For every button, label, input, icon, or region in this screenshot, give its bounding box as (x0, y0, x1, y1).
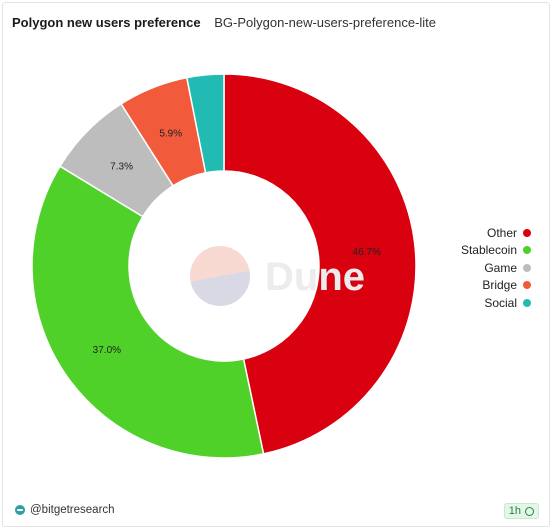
legend-item-stablecoin[interactable]: Stablecoin (461, 242, 531, 260)
chart-header: Polygon new users preference BG-Polygon-… (12, 15, 436, 30)
author-link[interactable]: @bitgetresearch (15, 504, 115, 516)
dune-watermark-text: Dune (265, 255, 365, 299)
author-avatar-icon (15, 505, 25, 515)
legend-label: Bridge (482, 278, 517, 293)
author-name: @bitgetresearch (30, 504, 115, 516)
slice-label-other: 46.7% (353, 247, 381, 258)
legend-item-bridge[interactable]: Bridge (461, 277, 531, 295)
legend-label: Game (484, 260, 517, 275)
legend-dot (523, 281, 531, 290)
slice-label-game: 7.3% (110, 161, 133, 172)
query-name[interactable]: BG-Polygon-new-users-preference-lite (214, 15, 437, 30)
chart-legend: Other Stablecoin Game Bridge Social (461, 224, 531, 312)
legend-dot (523, 263, 531, 272)
chart-card: Polygon new users preference BG-Polygon-… (2, 2, 550, 527)
donut-slice-social[interactable] (185, 73, 225, 174)
legend-label: Other (486, 225, 517, 240)
legend-label: Social (484, 295, 517, 310)
clock-icon (525, 506, 534, 516)
legend-dot (523, 246, 531, 255)
legend-dot (523, 298, 531, 307)
slice-label-stablecoin: 37.0% (93, 345, 121, 356)
donut-slice-other[interactable] (223, 73, 417, 455)
legend-item-other[interactable]: Other (461, 224, 531, 242)
donut-slice-stablecoin[interactable] (31, 165, 265, 459)
legend-label: Stablecoin (460, 243, 517, 258)
slice-label-bridge: 5.9% (159, 129, 182, 140)
dune-logo-top (190, 246, 250, 282)
donut-chart: Dune 46.7% 37.0% 7.3% 5.9% (31, 73, 417, 459)
chart-title[interactable]: Polygon new users preference (12, 15, 201, 30)
refresh-interval: 1h (508, 505, 521, 517)
legend-dot (523, 228, 531, 237)
legend-item-game[interactable]: Game (461, 259, 531, 277)
refresh-badge[interactable]: 1h (503, 503, 539, 519)
dune-watermark: Dune (190, 246, 365, 306)
legend-item-social[interactable]: Social (461, 294, 531, 312)
dune-logo-bottom (190, 270, 250, 306)
